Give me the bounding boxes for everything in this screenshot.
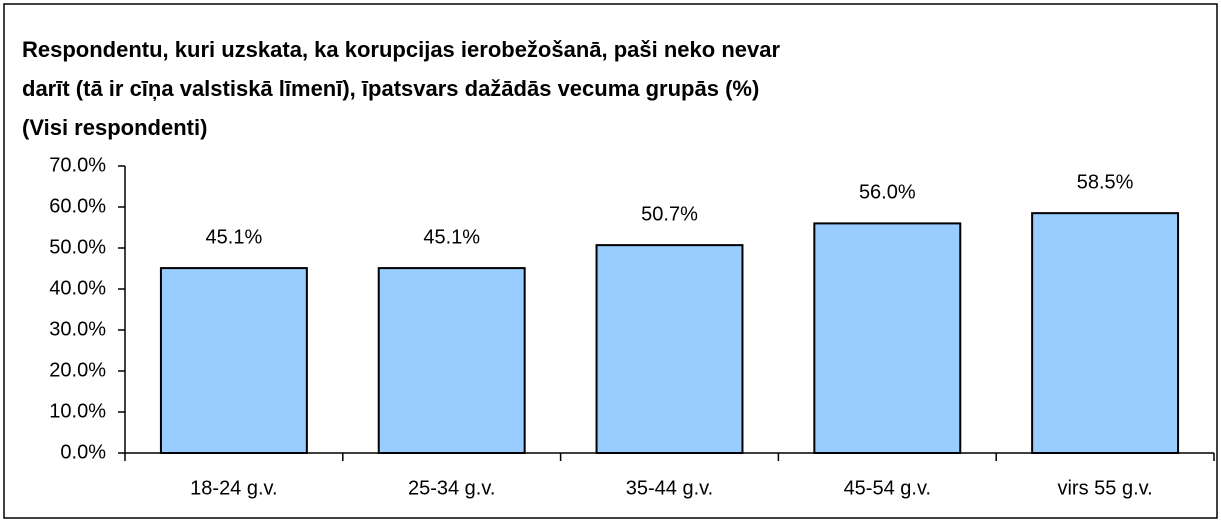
chart-title: Respondentu, kuri uzskata, ka korupcijas… bbox=[22, 37, 780, 62]
data-label: 58.5% bbox=[1077, 171, 1134, 193]
bar bbox=[595, 244, 744, 454]
y-tick-label: 70.0% bbox=[49, 154, 106, 176]
x-tick-label: 45-54 g.v. bbox=[844, 477, 931, 499]
data-label: 45.1% bbox=[423, 226, 480, 248]
bar bbox=[377, 267, 526, 454]
y-tick-label: 40.0% bbox=[49, 277, 106, 299]
bar bbox=[1031, 212, 1180, 454]
chart-title: (Visi respondenti) bbox=[22, 115, 207, 140]
x-tick-label: 18-24 g.v. bbox=[190, 477, 277, 499]
y-tick-label: 30.0% bbox=[49, 318, 106, 340]
x-tick-label: 25-34 g.v. bbox=[408, 477, 495, 499]
data-label: 56.0% bbox=[859, 182, 916, 204]
y-tick-label: 0.0% bbox=[60, 441, 106, 463]
bar bbox=[159, 267, 308, 454]
x-tick-label: virs 55 g.v. bbox=[1057, 477, 1152, 499]
y-tick-label: 20.0% bbox=[49, 359, 106, 381]
x-tick-label: 35-44 g.v. bbox=[626, 477, 713, 499]
y-tick-label: 60.0% bbox=[49, 195, 106, 217]
data-label: 45.1% bbox=[206, 226, 263, 248]
bar bbox=[813, 222, 962, 454]
y-tick-label: 50.0% bbox=[49, 236, 106, 258]
y-tick-label: 10.0% bbox=[49, 400, 106, 422]
data-label: 50.7% bbox=[641, 203, 698, 225]
chart-title: darīt (tā ir cīņa valstiskā līmenī), īpa… bbox=[22, 76, 759, 101]
